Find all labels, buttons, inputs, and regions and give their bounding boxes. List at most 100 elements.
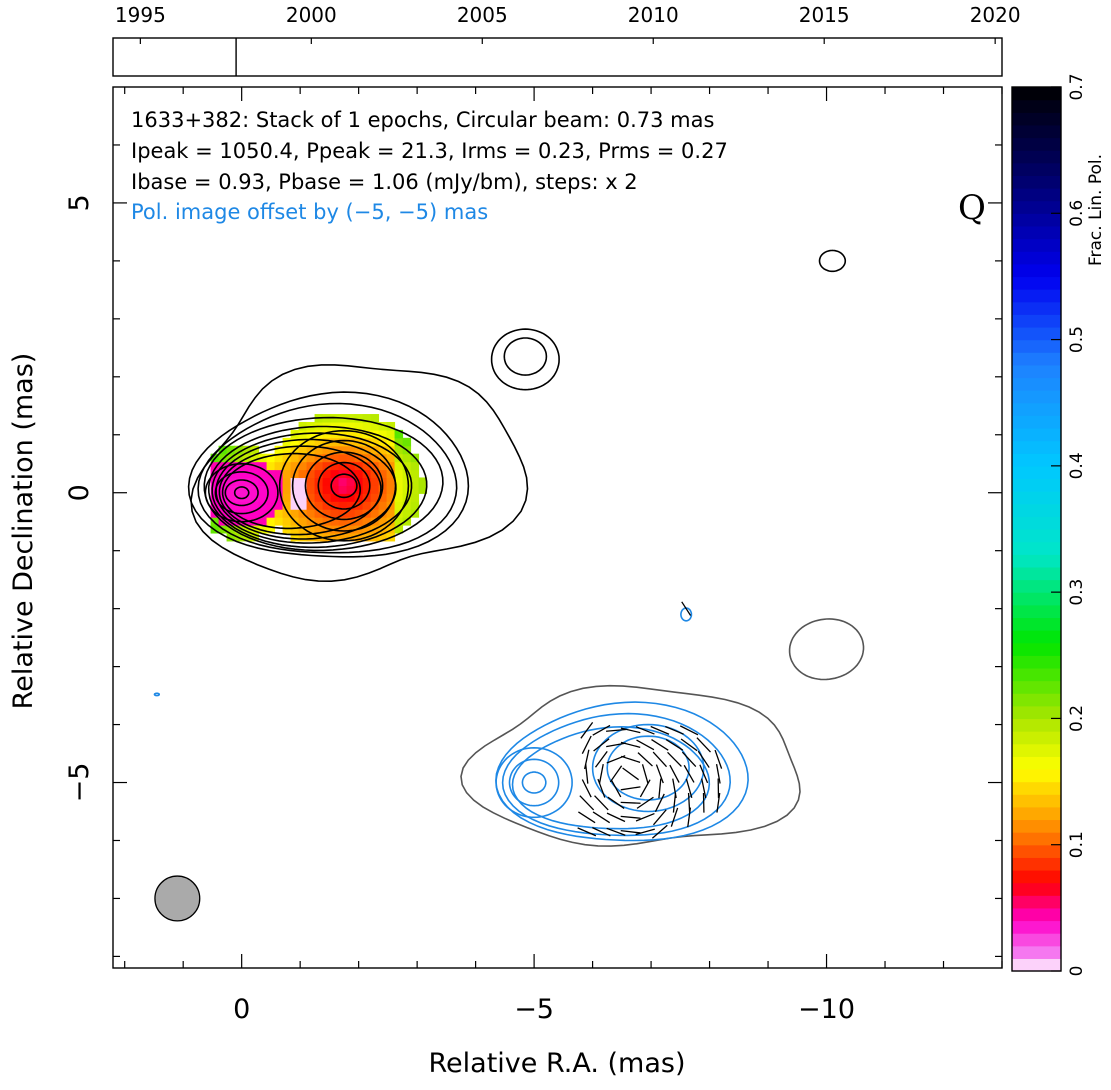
x-axis-label: Relative R.A. (mas): [429, 1048, 686, 1079]
fpol-pixel: [283, 493, 292, 502]
colorbar-band: [1012, 100, 1061, 113]
colorbar-tick-label: 0.2: [1067, 705, 1087, 732]
colorbar-band: [1012, 163, 1061, 176]
colorbar-band: [1012, 453, 1061, 466]
isolated-contour: [504, 338, 546, 375]
fpol-pixel: [339, 517, 348, 526]
colorbar-band: [1012, 125, 1061, 138]
colorbar-band: [1012, 314, 1061, 327]
colorbar-band: [1012, 150, 1061, 163]
colorbar-band: [1012, 958, 1061, 971]
fpol-pixel: [403, 485, 412, 494]
colorbar-band: [1012, 175, 1061, 188]
fpol-pixel: [259, 485, 268, 494]
evpa-tick: [637, 740, 654, 750]
beam-ellipse: [155, 876, 200, 921]
colorbar-band: [1012, 630, 1061, 643]
annotation-line-4: Pol. image offset by (−5, −5) mas: [131, 200, 488, 224]
evpa-tick: [586, 764, 588, 784]
fpol-pixel: [307, 509, 316, 518]
fpol-pixel: [395, 470, 404, 479]
fpol-pixel: [339, 485, 348, 494]
colorbar-band: [1012, 643, 1061, 656]
colorbar: 00.10.20.30.40.50.60.7 Frac. Lin. Pol.: [1012, 73, 1106, 976]
fpol-pixel: [339, 477, 348, 486]
fpol-pixel: [299, 517, 308, 526]
pol-contour: [522, 772, 545, 793]
evpa-tick: [621, 831, 641, 833]
evpa-tick: [621, 742, 640, 747]
pol-contour: [496, 748, 572, 818]
evpa-tick: [606, 729, 626, 731]
colorbar-band: [1012, 529, 1061, 542]
colorbar-band: [1012, 403, 1061, 416]
fpol-pixel: [267, 462, 276, 471]
colorbar-gradient: [1012, 87, 1061, 972]
timeline-tick-label: 2000: [286, 3, 337, 27]
evpa-tick: [621, 756, 640, 762]
evpa-tick: [653, 752, 666, 767]
colorbar-band: [1012, 769, 1061, 782]
colorbar-band: [1012, 617, 1061, 630]
evpa-tick: [582, 779, 591, 797]
colorbar-band: [1012, 504, 1061, 517]
timeline-tick-label: 1995: [115, 3, 166, 27]
fpol-pixel: [363, 501, 372, 510]
colorbar-band: [1012, 365, 1061, 378]
fpol-pixel: [307, 485, 316, 494]
colorbar-tick-label: 0.3: [1067, 579, 1087, 606]
fpol-pixel: [371, 477, 380, 486]
fpol-pixel: [283, 477, 292, 486]
evpa-tick: [621, 787, 641, 790]
colorbar-band: [1012, 542, 1061, 555]
band-label: Q: [958, 188, 986, 228]
colorbar-band: [1012, 226, 1061, 239]
y-tick-label: 5: [64, 194, 95, 211]
fpol-pixel: [403, 477, 412, 486]
colorbar-band: [1012, 895, 1061, 908]
colorbar-band: [1012, 718, 1061, 731]
evpa-tick: [689, 793, 690, 813]
colorbar-band: [1012, 213, 1061, 226]
evpa-tick: [606, 743, 626, 747]
pol-contour: [510, 759, 559, 805]
fpol-pixel: [291, 509, 300, 518]
colorbar-tick-label: 0.5: [1067, 326, 1087, 353]
colorbar-band: [1012, 908, 1061, 921]
colorbar-band: [1012, 883, 1061, 896]
fpol-pixel: [331, 509, 340, 518]
evpa-tick: [611, 780, 621, 797]
timeline-tick-label: 2020: [970, 3, 1021, 27]
colorbar-band: [1012, 264, 1061, 277]
evpa-tick: [593, 725, 610, 735]
x-tick-label: 0: [233, 994, 250, 1025]
fpol-pixel: [275, 517, 284, 526]
timeline-tick-label: 2015: [799, 3, 850, 27]
colorbar-band: [1012, 276, 1061, 289]
pol-contour-small: [155, 693, 160, 695]
colorbar-band: [1012, 289, 1061, 302]
offset-intensity-contour: [461, 686, 800, 846]
colorbar-band: [1012, 782, 1061, 795]
fpol-pixel: [403, 438, 412, 447]
colorbar-band: [1012, 428, 1061, 441]
evpa-tick: [621, 816, 641, 818]
evpa-tick: [621, 728, 640, 732]
colorbar-band: [1012, 756, 1061, 769]
evpa-tick: [651, 740, 668, 751]
fpol-pixel: [299, 493, 308, 502]
evpa-tick: [655, 794, 664, 812]
evpa-tick: [580, 796, 594, 810]
colorbar-band: [1012, 592, 1061, 605]
colorbar-band: [1012, 794, 1061, 807]
fpol-pixel: [283, 517, 292, 526]
evpa-tick: [670, 765, 679, 782]
offset-polarization-contours: [155, 608, 864, 846]
fpol-pixel: [371, 485, 380, 494]
isolated-contour: [820, 250, 846, 271]
evpa-tick: [578, 812, 595, 823]
evpa-tick: [599, 764, 603, 783]
x-tick-label: −10: [798, 994, 855, 1025]
evpa-tick: [610, 766, 621, 782]
colorbar-band: [1012, 807, 1061, 820]
